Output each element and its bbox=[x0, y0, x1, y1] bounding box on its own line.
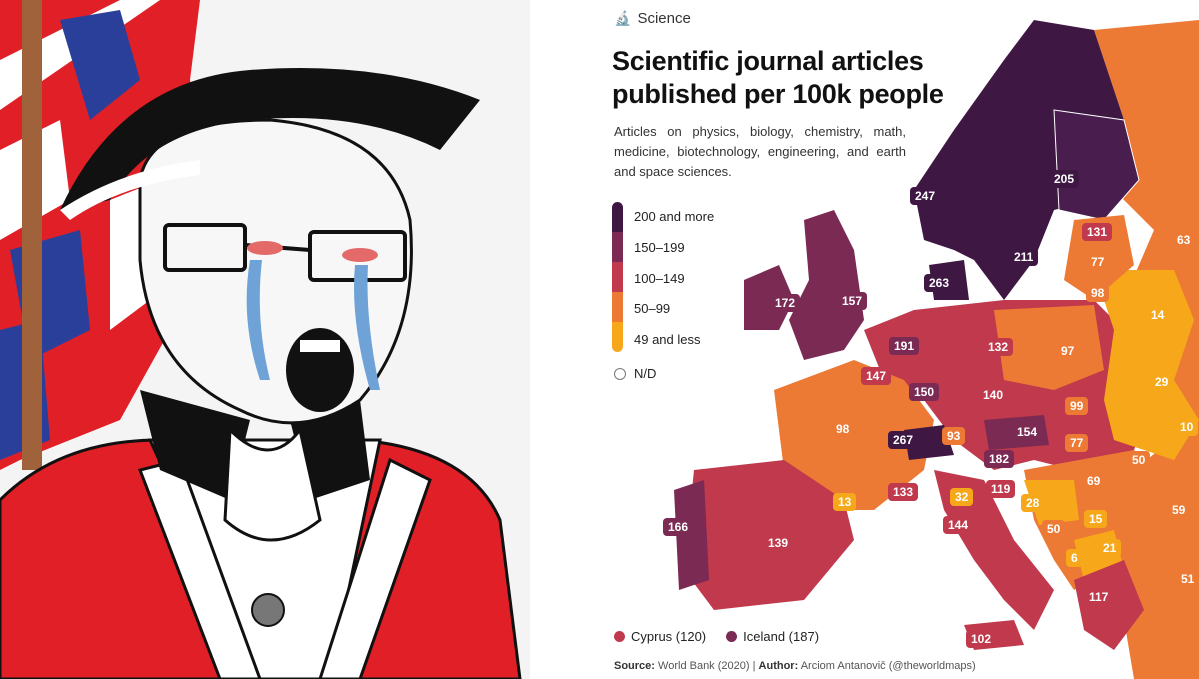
country-value-label: 99 bbox=[1065, 397, 1089, 415]
legend-swatch-50-99 bbox=[612, 292, 623, 322]
cyprus-dot-icon bbox=[614, 631, 625, 642]
country-value-label: 132 bbox=[983, 338, 1014, 356]
extra-country-cyprus: Cyprus (120) bbox=[614, 629, 706, 644]
country-value-label: 182 bbox=[984, 450, 1015, 468]
no-data-label: N/D bbox=[634, 366, 657, 381]
country-value-label: 21 bbox=[1098, 539, 1122, 557]
country-value-label: 6 bbox=[1066, 549, 1083, 567]
country-value-label: 98 bbox=[831, 420, 855, 438]
country-value-label: 154 bbox=[1012, 423, 1043, 441]
legend-swatch-100-149 bbox=[612, 262, 623, 292]
country-value-label: 10 bbox=[1175, 418, 1199, 436]
country-value-label: 119 bbox=[986, 480, 1016, 498]
source-credit: Source: World Bank (2020) | Author: Arci… bbox=[614, 660, 976, 672]
country-value-label: 69 bbox=[1082, 472, 1106, 490]
country-value-label: 63 bbox=[1172, 231, 1196, 249]
page-title: Scientific journal articles published pe… bbox=[612, 46, 944, 109]
panel-divider bbox=[530, 0, 534, 679]
country-value-label: 93 bbox=[942, 427, 966, 445]
country-value-label: 13 bbox=[833, 493, 857, 511]
country-value-label: 98 bbox=[1086, 284, 1110, 302]
europe-choropleth-map bbox=[674, 20, 1199, 679]
country-value-label: 144 bbox=[943, 516, 974, 534]
country-value-label: 50 bbox=[1042, 520, 1066, 538]
country-value-label: 140 bbox=[978, 386, 1009, 404]
legend-label-100-149: 100–149 bbox=[634, 271, 685, 286]
country-value-label: 77 bbox=[1065, 434, 1089, 452]
legend-swatch-49-less bbox=[612, 322, 623, 352]
legend-label-49-less: 49 and less bbox=[634, 332, 701, 347]
country-value-label: 139 bbox=[763, 534, 794, 552]
country-value-label: 263 bbox=[924, 274, 955, 292]
country-value-label: 211 bbox=[1009, 248, 1039, 266]
map-infographic: 🔬 Science Scientific journal articles pu… bbox=[534, 0, 1199, 679]
country-value-label: 131 bbox=[1082, 223, 1113, 241]
country-value-label: 205 bbox=[1049, 170, 1080, 188]
category-label: Science bbox=[637, 10, 691, 27]
country-value-label: 247 bbox=[910, 187, 941, 205]
redcoat-cartoon-illustration bbox=[0, 0, 522, 679]
country-value-label: 50 bbox=[1127, 451, 1151, 469]
country-value-label: 32 bbox=[950, 488, 974, 506]
legend-no-data: N/D bbox=[614, 366, 656, 381]
iceland-dot-icon bbox=[726, 631, 738, 642]
country-value-label: 133 bbox=[888, 483, 919, 501]
country-value-label: 51 bbox=[1176, 570, 1199, 588]
legend-label-50-99: 50–99 bbox=[634, 301, 671, 316]
country-value-label: 150 bbox=[909, 383, 940, 401]
microscope-icon: 🔬 bbox=[614, 10, 632, 26]
country-value-label: 15 bbox=[1084, 510, 1108, 528]
legend-swatch-150-199 bbox=[612, 232, 623, 262]
country-value-label: 157 bbox=[837, 292, 868, 310]
country-value-label: 29 bbox=[1150, 373, 1174, 391]
country-value-label: 172 bbox=[770, 294, 801, 312]
category-tag: 🔬 Science bbox=[614, 10, 691, 27]
country-value-label: 147 bbox=[861, 367, 892, 385]
country-value-label: 97 bbox=[1056, 342, 1080, 360]
country-value-label: 166 bbox=[663, 518, 694, 536]
legend-label-150-199: 150–199 bbox=[634, 240, 685, 255]
country-value-label: 77 bbox=[1086, 253, 1110, 271]
no-data-circle-icon bbox=[614, 367, 626, 380]
country-value-label: 117 bbox=[1084, 588, 1114, 606]
country-value-label: 28 bbox=[1021, 494, 1045, 512]
meme-panel bbox=[0, 0, 530, 679]
country-value-label: 191 bbox=[889, 337, 920, 355]
country-value-label: 59 bbox=[1167, 501, 1191, 519]
legend-label-200-plus: 200 and more bbox=[634, 209, 715, 224]
page-subtitle: Articles on physics, biology, chemistry,… bbox=[614, 124, 906, 179]
legend-swatch-200-plus bbox=[612, 202, 623, 232]
extra-countries-row: Cyprus (120) Iceland (187) bbox=[614, 629, 819, 644]
country-value-label: 102 bbox=[966, 630, 997, 648]
country-value-label: 14 bbox=[1146, 306, 1170, 324]
extra-country-iceland: Iceland (187) bbox=[726, 629, 819, 644]
country-value-label: 267 bbox=[888, 431, 919, 449]
